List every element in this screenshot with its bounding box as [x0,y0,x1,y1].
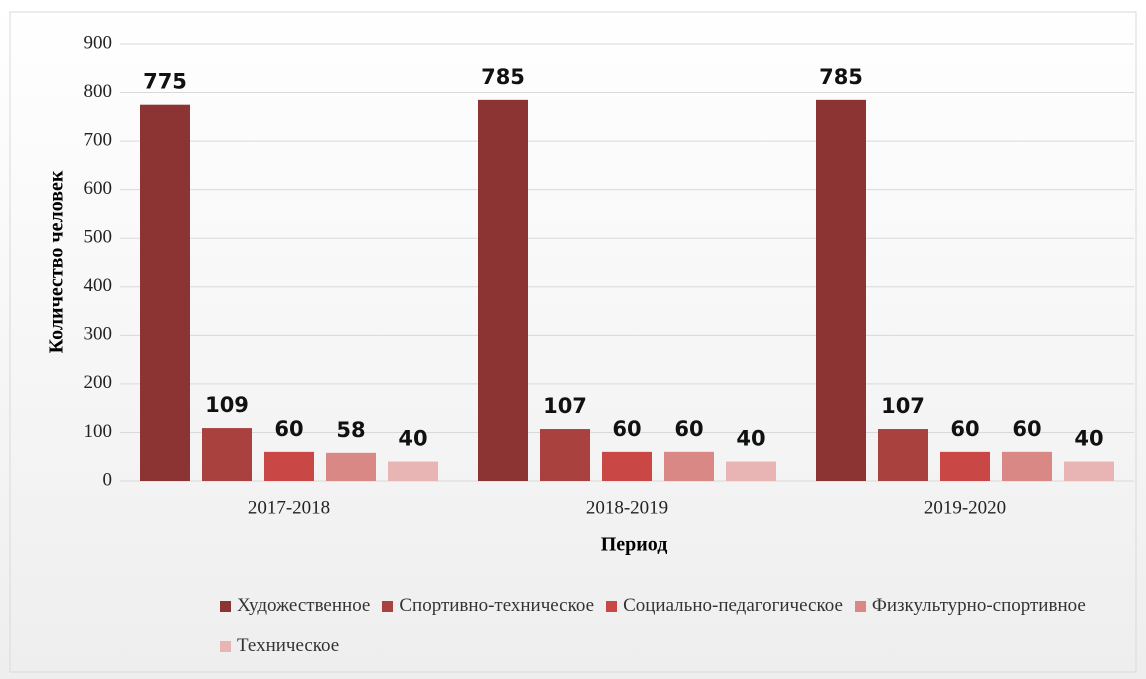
legend-item: Художественное [220,595,370,617]
legend-swatch [854,600,866,612]
bar [1064,461,1114,481]
data-label: 775 [143,70,187,94]
data-label: 107 [543,394,587,418]
legend: Художественное Спортивно-техническое Социа… [220,595,1100,657]
legend-label: Спортивно-техническое [399,595,595,616]
legend-swatch [220,640,231,652]
bar [326,452,376,481]
legend-swatch [382,600,394,612]
y-tick-label: 400 [84,275,113,296]
bar [478,99,528,481]
legend-label: Техническое [237,635,340,656]
legend-label: Художественное [237,595,371,616]
y-tick-label: 300 [84,324,113,345]
bar [388,461,438,481]
y-tick-label: 500 [84,227,113,248]
bar [264,451,314,481]
x-tick-label: 2017-2018 [248,497,330,518]
data-label: 785 [481,65,525,89]
data-label: 40 [1074,427,1103,451]
bar [602,451,652,481]
data-label: 107 [881,394,925,418]
legend-swatch [606,600,618,612]
y-axis-label: Количество человек [46,170,68,353]
legend-label: Физкультурно-спортивное [871,595,1086,616]
bar [726,461,776,481]
bar [878,429,928,481]
legend-label: Социально-педагогическое [623,595,843,616]
legend-item: Физкультурно-спортивное [854,595,1086,617]
data-label: 40 [736,427,765,451]
legend-item: Техническое [220,635,339,657]
bar [1002,451,1052,481]
y-tick-label: 600 [84,178,113,199]
bar [664,451,714,481]
bar [540,429,590,481]
bar [202,428,252,481]
y-tick-label: 900 [84,32,113,53]
legend-swatch [220,600,231,612]
bar [140,104,190,481]
chart-border [9,11,1137,673]
bar [816,99,866,481]
data-label: 109 [205,393,249,417]
data-label: 60 [674,417,703,441]
data-label: 60 [950,417,979,441]
y-tick-label: 700 [84,129,113,150]
x-tick-label: 2019-2020 [924,497,1006,518]
data-label: 58 [336,418,365,442]
data-label: 60 [612,417,641,441]
bar [940,451,990,481]
y-tick-label: 0 [103,469,113,490]
x-tick-label: 2018-2019 [586,497,668,518]
data-label: 60 [274,417,303,441]
data-label: 60 [1012,417,1041,441]
x-axis-label: Период [601,534,668,556]
data-label: 40 [398,427,427,451]
y-tick-label: 100 [84,421,113,442]
data-label: 785 [819,65,863,89]
y-tick-label: 800 [84,81,113,102]
y-tick-label: 200 [84,372,113,393]
legend-item: Спортивно-техническое [382,595,594,617]
legend-item: Социально-педагогическое [606,595,843,617]
